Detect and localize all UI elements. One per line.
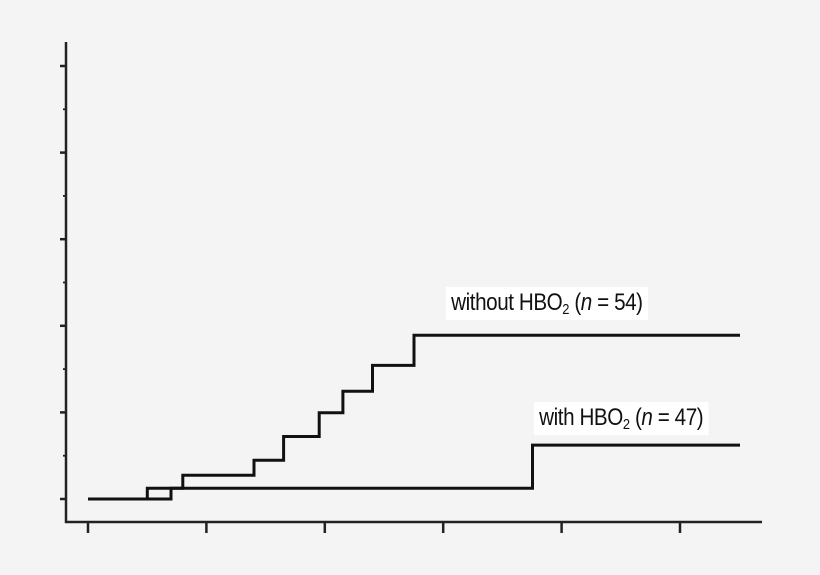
label-n: n [580, 289, 592, 316]
label-text: = 54) [591, 289, 643, 316]
chart-series [88, 333, 740, 501]
series-line-with-hbo2 [88, 443, 740, 501]
series-label-with-hbo2: with HBO2 (n = 47) [534, 402, 709, 435]
label-subscript: 2 [562, 301, 570, 318]
chart-axes [60, 42, 762, 533]
label-n: n [641, 404, 653, 431]
label-text: with HBO [539, 404, 623, 431]
label-text: ( [629, 404, 642, 431]
label-text: without HBO [451, 289, 563, 316]
series-label-without-hbo2: without HBO2 (n = 54) [446, 287, 648, 320]
label-subscript: 2 [622, 416, 630, 433]
label-text: ( [569, 289, 581, 316]
label-text: = 47) [652, 404, 704, 431]
